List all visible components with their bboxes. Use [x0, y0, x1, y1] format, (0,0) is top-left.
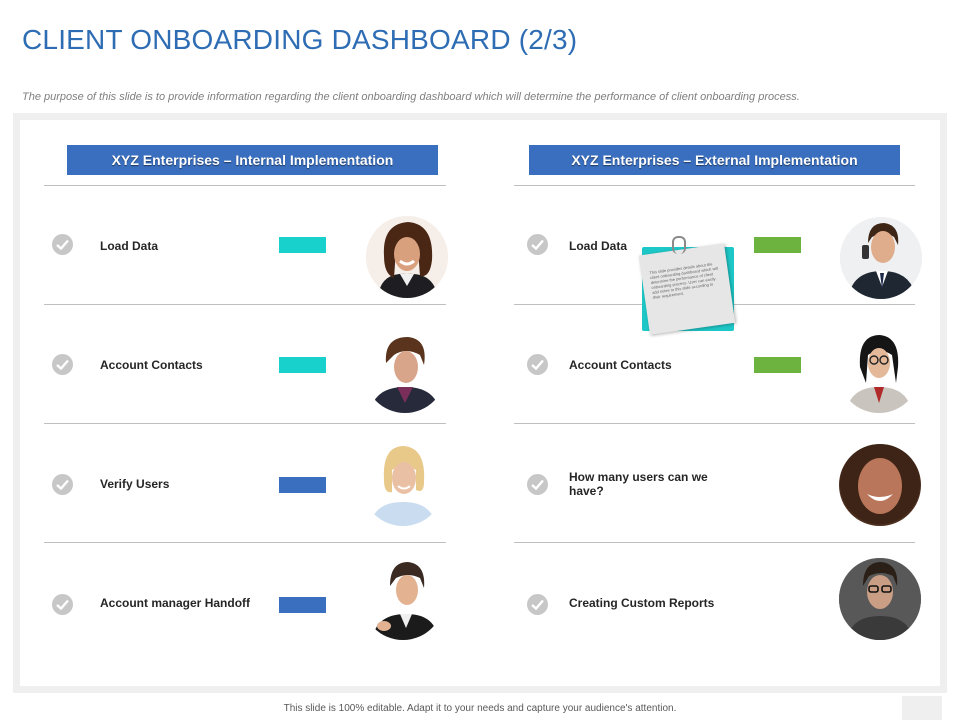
check-icon — [52, 474, 73, 495]
avatar — [362, 444, 444, 526]
status-bar — [279, 597, 326, 613]
slide-subtitle: The purpose of this slide is to provide … — [22, 91, 800, 103]
avatar — [838, 331, 920, 413]
check-icon — [527, 354, 548, 375]
divider — [44, 423, 446, 424]
content-panel — [20, 120, 940, 686]
sticky-note: This slide provides details about the cl… — [637, 241, 740, 337]
divider — [44, 185, 446, 186]
avatar — [840, 217, 922, 299]
avatar — [364, 331, 446, 413]
internal-header: XYZ Enterprises – Internal Implementatio… — [67, 145, 438, 175]
right-item-label: Load Data — [569, 239, 628, 253]
divider — [514, 185, 915, 186]
right-item-label: Creating Custom Reports — [569, 596, 715, 610]
external-header: XYZ Enterprises – External Implementatio… — [529, 145, 900, 175]
left-item-label: Load Data — [100, 239, 159, 253]
right-item-label: Account Contacts — [569, 358, 672, 372]
status-bar — [279, 477, 326, 493]
left-item-label: Verify Users — [100, 477, 170, 491]
corner-block — [902, 696, 942, 720]
slide-title: CLIENT ONBOARDING DASHBOARD (2/3) — [22, 24, 578, 55]
left-item-label: Account Contacts — [100, 358, 203, 372]
divider — [514, 423, 915, 424]
paperclip-icon — [672, 236, 686, 254]
check-icon — [527, 234, 548, 255]
avatar — [839, 444, 921, 526]
divider — [44, 304, 446, 305]
avatar — [366, 216, 448, 298]
check-icon — [527, 474, 548, 495]
check-icon — [527, 594, 548, 615]
check-icon — [52, 354, 73, 375]
right-item-label: How many users can we have? — [569, 470, 708, 498]
footer-text: This slide is 100% editable. Adapt it to… — [283, 703, 677, 714]
check-icon — [52, 234, 73, 255]
avatar — [362, 558, 444, 640]
avatar — [839, 558, 921, 640]
divider — [514, 542, 915, 543]
divider — [44, 542, 446, 543]
sticky-note-text: This slide provides details about the cl… — [638, 243, 736, 335]
status-bar — [279, 237, 326, 253]
check-icon — [52, 594, 73, 615]
status-bar — [279, 357, 326, 373]
status-bar — [754, 357, 801, 373]
left-item-label: Account manager Handoff — [100, 596, 251, 610]
status-bar — [754, 237, 801, 253]
